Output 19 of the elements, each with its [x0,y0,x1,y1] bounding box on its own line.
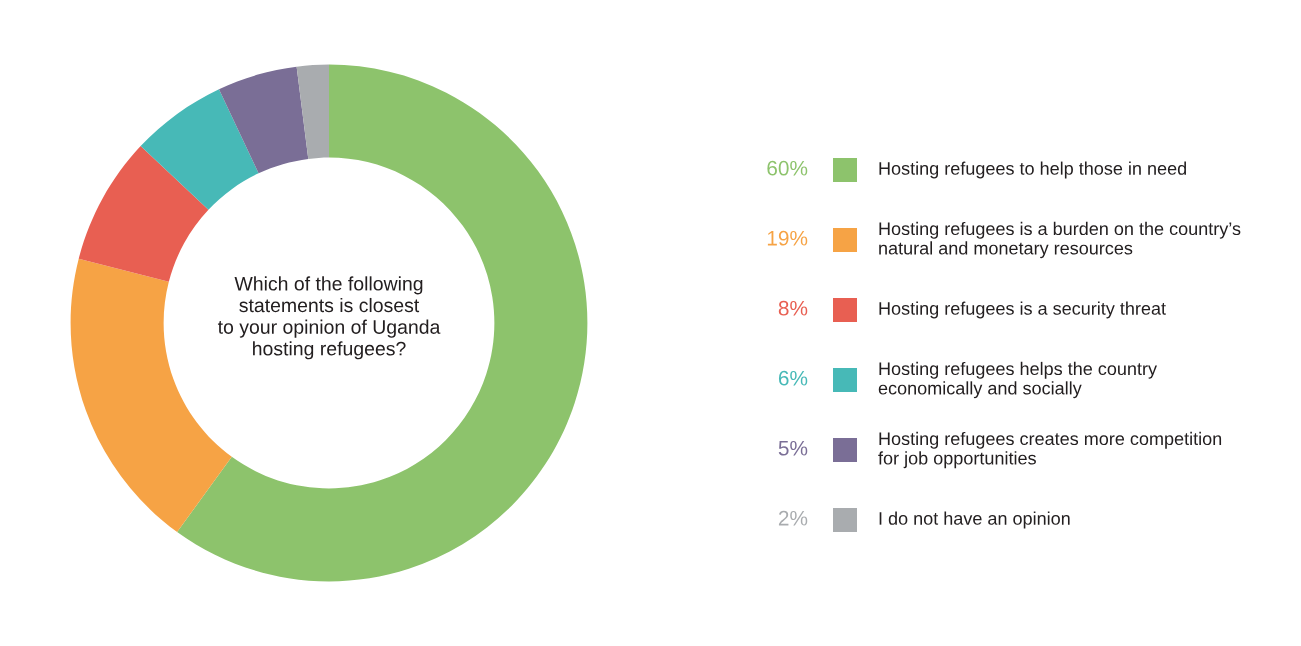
donut-slice [296,64,329,159]
donut-slice [70,258,232,533]
donut-slice [140,89,259,210]
data-label: 60% [767,160,808,176]
data-label: 6% [778,370,808,386]
data-label: 19% [767,230,808,246]
legend-label: Hosting refugees to help those in need [879,161,1186,179]
legend-label: Hosting refugees creates more competition for job opportunities [878,431,1222,469]
data-label: 8% [778,300,808,316]
data-label: 2% [778,510,808,526]
text: Which of the following statements is closest to your opinion of Uganda hosting refugees? [217,276,441,360]
donut-slice [78,146,209,282]
data-label: 5% [778,440,808,456]
donut-slice [177,64,588,582]
legend-label: I do not have an opinion [879,511,1070,529]
legend-label: Hosting refugees is a security threat [879,301,1166,319]
legend-label: Hosting refugees helps the country economically and socially [878,361,1157,399]
donut-slice [218,66,309,174]
legend-label: Hosting refugees is a burden on the country’s natural and monetary resources [879,221,1241,259]
